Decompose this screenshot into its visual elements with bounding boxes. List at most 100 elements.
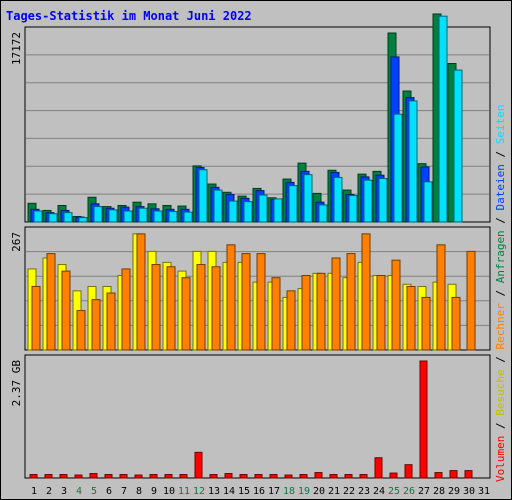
bar-volume-volumen-day-7 bbox=[119, 474, 128, 479]
day-label-18: 18 bbox=[283, 486, 295, 497]
bar-visits-rechner-day-12 bbox=[196, 264, 206, 351]
right-label-part-2: Besuche bbox=[494, 369, 507, 415]
bar-visits-rechner-day-30 bbox=[466, 250, 476, 351]
bar-visits-rechner-day-18 bbox=[286, 290, 296, 351]
bar-visits-rechner-day-8 bbox=[136, 233, 146, 351]
day-label-30: 30 bbox=[463, 486, 475, 497]
bar-visits-rechner-day-2 bbox=[46, 253, 56, 351]
bar-volume-volumen-day-4 bbox=[74, 474, 83, 479]
bar-volume-volumen-day-23 bbox=[359, 474, 368, 479]
bar-volume-volumen-day-9 bbox=[149, 474, 158, 479]
bar-visits-rechner-day-23 bbox=[361, 233, 371, 351]
bar-volume-volumen-day-16 bbox=[254, 474, 263, 479]
day-label-2: 2 bbox=[46, 486, 52, 497]
bar-visits-rechner-day-29 bbox=[451, 296, 461, 351]
day-label-16: 16 bbox=[253, 486, 265, 497]
bar-requests-seiten-day-26 bbox=[408, 100, 418, 223]
right-axis-legend-label: Volumen / Besuche / Rechner / Anfragen /… bbox=[494, 104, 507, 482]
bar-requests-seiten-day-20 bbox=[318, 204, 328, 223]
day-label-31: 31 bbox=[478, 486, 490, 497]
bar-requests-seiten-day-27 bbox=[423, 181, 433, 223]
bar-requests-seiten-day-6 bbox=[108, 209, 118, 223]
bar-requests-seiten-day-12 bbox=[198, 169, 208, 223]
bar-volume-volumen-day-24 bbox=[374, 457, 383, 479]
day-label-12: 12 bbox=[193, 486, 205, 497]
bar-volume-volumen-day-22 bbox=[344, 474, 353, 479]
bar-visits-rechner-day-22 bbox=[346, 253, 356, 351]
bar-visits-rechner-day-4 bbox=[76, 310, 86, 351]
right-label-part-9: / bbox=[494, 144, 507, 164]
panel-requests: 17172 bbox=[10, 13, 491, 223]
day-label-26: 26 bbox=[403, 486, 415, 497]
day-label-25: 25 bbox=[388, 486, 400, 497]
day-label-19: 19 bbox=[298, 486, 310, 497]
day-label-24: 24 bbox=[373, 486, 385, 497]
bar-volume-volumen-day-8 bbox=[134, 474, 143, 479]
bar-volume-volumen-day-10 bbox=[164, 474, 173, 479]
bar-visits-rechner-day-13 bbox=[211, 266, 221, 351]
bar-requests-seiten-day-5 bbox=[93, 206, 103, 223]
bar-visits-rechner-day-5 bbox=[91, 299, 101, 351]
right-label-part-10: Seiten bbox=[494, 104, 507, 144]
right-label-part-0: Volumen bbox=[494, 436, 507, 482]
day-label-14: 14 bbox=[223, 486, 235, 497]
bar-requests-seiten-day-15 bbox=[243, 201, 253, 223]
chart-title: Tages-Statistik im Monat Juni 2022 bbox=[6, 9, 252, 23]
day-label-27: 27 bbox=[418, 486, 430, 497]
bar-volume-volumen-day-17 bbox=[269, 474, 278, 479]
right-label-part-4: Rechner bbox=[494, 303, 507, 350]
bar-requests-seiten-day-2 bbox=[48, 213, 58, 223]
day-label-29: 29 bbox=[448, 486, 460, 497]
day-label-5: 5 bbox=[91, 486, 97, 497]
bar-volume-volumen-day-30 bbox=[464, 470, 473, 479]
panel-visits: 267 bbox=[10, 226, 491, 351]
right-label-part-3: / bbox=[494, 350, 507, 370]
bar-volume-volumen-day-21 bbox=[329, 474, 338, 479]
bar-requests-seiten-day-16 bbox=[258, 194, 268, 223]
bar-volume-volumen-day-29 bbox=[449, 470, 458, 479]
bar-volume-volumen-day-20 bbox=[314, 472, 323, 479]
bar-volume-volumen-day-6 bbox=[104, 474, 113, 479]
bar-requests-seiten-day-28 bbox=[438, 15, 448, 223]
bar-visits-rechner-day-24 bbox=[376, 275, 386, 351]
day-label-8: 8 bbox=[136, 486, 142, 497]
day-label-21: 21 bbox=[328, 486, 340, 497]
max-value-label-requests: 17172 bbox=[10, 32, 23, 65]
bar-requests-seiten-day-8 bbox=[138, 207, 148, 223]
right-label-part-6: Anfragen bbox=[494, 230, 507, 283]
bar-volume-volumen-day-27 bbox=[419, 360, 428, 479]
bar-visits-rechner-day-17 bbox=[271, 277, 281, 351]
bar-volume-volumen-day-2 bbox=[44, 474, 53, 479]
bar-volume-volumen-day-19 bbox=[299, 474, 308, 479]
bar-volume-volumen-day-14 bbox=[224, 473, 233, 479]
day-label-20: 20 bbox=[313, 486, 325, 497]
bar-visits-rechner-day-14 bbox=[226, 244, 236, 351]
bar-requests-seiten-day-22 bbox=[348, 195, 358, 223]
bar-visits-rechner-day-20 bbox=[316, 272, 326, 351]
day-label-15: 15 bbox=[238, 486, 250, 497]
bar-visits-rechner-day-7 bbox=[121, 268, 131, 351]
bar-requests-seiten-day-11 bbox=[183, 211, 193, 223]
bar-visits-rechner-day-15 bbox=[241, 253, 251, 351]
day-label-23: 23 bbox=[358, 486, 370, 497]
bar-volume-volumen-day-18 bbox=[284, 474, 293, 479]
bar-volume-volumen-day-26 bbox=[404, 464, 413, 479]
bar-volume-volumen-day-25 bbox=[389, 472, 398, 479]
day-label-7: 7 bbox=[121, 486, 127, 497]
max-value-label-volume: 2.37 GB bbox=[10, 360, 23, 407]
bar-visits-rechner-day-6 bbox=[106, 292, 116, 351]
right-label-part-1: / bbox=[494, 416, 507, 436]
right-label-part-7: / bbox=[494, 210, 507, 230]
max-value-label-visits: 267 bbox=[10, 232, 23, 252]
bar-visits-rechner-day-21 bbox=[331, 257, 341, 351]
day-label-1: 1 bbox=[31, 486, 37, 497]
bar-volume-volumen-day-1 bbox=[29, 474, 38, 479]
bar-requests-seiten-day-17 bbox=[273, 198, 283, 223]
panel-volume: 2.37 GB bbox=[10, 354, 491, 479]
right-label-part-5: / bbox=[494, 283, 507, 303]
bar-requests-seiten-day-1 bbox=[33, 210, 43, 223]
bar-requests-seiten-day-24 bbox=[378, 178, 388, 223]
bar-requests-seiten-day-7 bbox=[123, 210, 133, 223]
day-label-6: 6 bbox=[106, 486, 112, 497]
